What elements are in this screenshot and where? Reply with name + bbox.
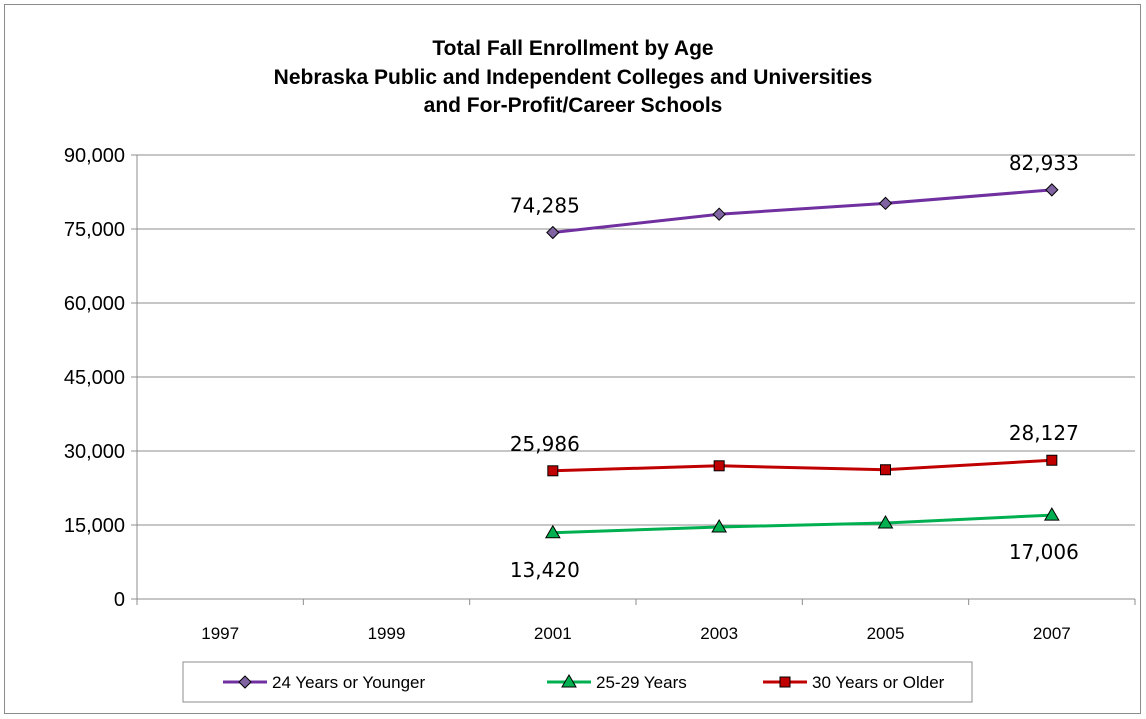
data-label-30-years-or-older: 28,127: [1009, 421, 1079, 445]
data-label-25-29-years: 13,420: [510, 558, 580, 582]
y-tick-label: 0: [114, 589, 125, 611]
legend-marker-25-29-years: [561, 674, 577, 688]
series-line-25-29-years: [552, 513, 1052, 535]
legend: 24 Years or Younger 25-29 Years 30 Years o…: [182, 661, 973, 703]
data-point-25-29-years: [877, 515, 894, 529]
y-tick-label: 45,000: [64, 367, 125, 389]
x-axis-tick-labels: 1997 1999 2001 2003 2005 2007: [201, 624, 1070, 643]
y-axis-tick-labels: 0 15,000 30,000 45,000 60,000 75,000 90,000: [64, 145, 125, 611]
series-line-30-years-or-older: [552, 458, 1052, 473]
data-point-24-years-or-younger: [1045, 183, 1059, 197]
y-tick-label: 15,000: [64, 515, 125, 537]
y-tick-label: 75,000: [64, 219, 125, 241]
data-point-25-29-years: [544, 524, 561, 539]
legend-label-25-29-years: 25-29 Years: [596, 673, 687, 692]
x-tick-label: 2005: [867, 624, 905, 643]
series-lines: [544, 183, 1060, 539]
chart-title-line: Nebraska Public and Independent Colleges…: [274, 66, 873, 89]
axes: [131, 154, 1136, 605]
gridlines: [137, 154, 1135, 526]
legend-marker-30-years-or-older: [779, 676, 791, 688]
legend-label-24-years-or-younger: 24 Years or Younger: [272, 673, 425, 692]
legend-label-30-years-or-older: 30 Years or Older: [812, 673, 945, 692]
data-label-24-years-or-younger: 74,285: [510, 194, 580, 218]
x-tick-label: 1997: [201, 624, 239, 643]
chart-frame: Total Fall Enrollment by Age Nebraska Pu…: [4, 4, 1141, 714]
data-point-30-years-or-older: [547, 465, 559, 477]
data-point-30-years-or-older: [880, 464, 891, 476]
legend-marker-24-years-or-younger: [238, 675, 252, 689]
data-point-24-years-or-younger: [546, 225, 560, 240]
chart-title-line: and For-Profit/Career Schools: [424, 94, 723, 117]
data-point-30-years-or-older: [1046, 454, 1058, 466]
series-line-24-years-or-younger: [552, 188, 1052, 235]
data-point-24-years-or-younger: [712, 207, 726, 221]
data-point-30-years-or-older: [713, 460, 725, 472]
data-point-25-29-years: [711, 518, 728, 533]
x-tick-label: 2007: [1033, 624, 1071, 643]
y-tick-label: 60,000: [64, 293, 125, 315]
x-tick-label: 2001: [534, 624, 572, 643]
y-tick-label: 90,000: [64, 145, 125, 167]
y-tick-label: 30,000: [64, 441, 125, 463]
line-chart: Total Fall Enrollment by Age Nebraska Pu…: [64, 37, 1136, 703]
chart-title-line: Total Fall Enrollment by Age: [432, 37, 713, 60]
data-label-24-years-or-younger: 82,933: [1009, 151, 1079, 175]
data-label-25-29-years: 17,006: [1009, 540, 1079, 564]
x-tick-label: 1999: [368, 624, 406, 643]
x-tick-label: 2003: [700, 624, 738, 643]
data-point-24-years-or-younger: [878, 196, 893, 211]
data-labels: 74,285 82,933 13,420 17,006 25,986 28,127: [510, 151, 1079, 582]
data-label-30-years-or-older: 25,986: [510, 432, 580, 456]
chart-title: Total Fall Enrollment by Age Nebraska Pu…: [274, 37, 873, 117]
data-point-25-29-years: [1043, 507, 1060, 521]
